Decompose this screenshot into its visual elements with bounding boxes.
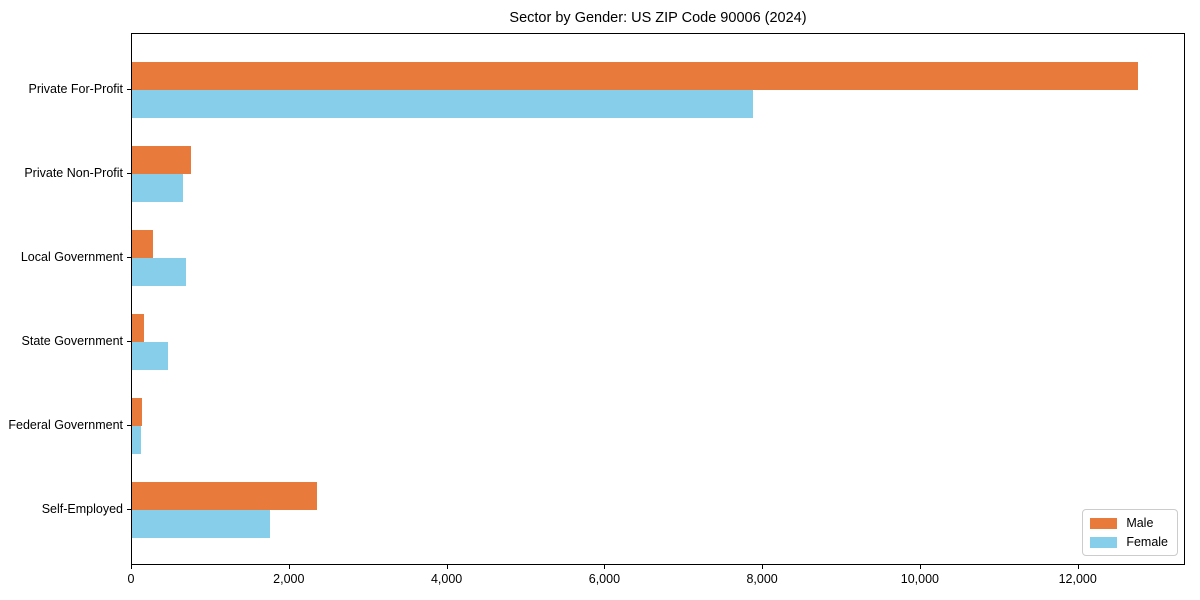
bar-female-federal-government (132, 426, 141, 454)
x-tick-mark (1077, 565, 1079, 569)
y-tick-mark (127, 509, 131, 510)
legend-item-female: Female (1090, 535, 1168, 549)
chart-title: Sector by Gender: US ZIP Code 90006 (202… (509, 10, 807, 26)
bar-male-federal-government (132, 398, 143, 426)
y-tick-label-private-non-profit: Private Non-Profit (24, 166, 123, 180)
y-tick-mark (127, 173, 131, 174)
bar-female-private-non-profit (132, 174, 184, 202)
x-tick-label-0: 0 (127, 572, 135, 586)
bar-male-local-government (132, 230, 153, 258)
bar-female-state-government (132, 342, 169, 370)
bar-male-self-employed (132, 482, 317, 510)
x-tick-mark (919, 565, 921, 569)
x-tick-label-8-000: 8,000 (746, 572, 778, 586)
bar-male-state-government (132, 314, 144, 342)
y-tick-label-self-employed: Self-Employed (41, 502, 123, 516)
y-tick-mark (127, 89, 131, 90)
x-tick-label-10-000: 10,000 (900, 572, 939, 586)
legend-swatch-female (1090, 536, 1118, 548)
y-tick-mark (127, 425, 131, 426)
y-tick-label-private-for-profit: Private For-Profit (28, 82, 123, 96)
bar-female-self-employed (132, 510, 271, 538)
x-tick-mark (288, 565, 290, 569)
legend-label-male: Male (1126, 516, 1154, 530)
y-tick-label-federal-government: Federal Government (8, 418, 123, 432)
x-tick-mark (131, 565, 132, 569)
x-tick-label-12-000: 12,000 (1058, 572, 1097, 586)
x-tick-label-4-000: 4,000 (430, 572, 463, 586)
x-tick-label-2-000: 2,000 (273, 572, 305, 586)
x-tick-mark (762, 565, 764, 569)
x-tick-mark (604, 565, 606, 569)
bar-female-private-for-profit (132, 90, 753, 118)
bar-male-private-non-profit (132, 146, 192, 174)
y-tick-label-local-government: Local Government (20, 250, 123, 264)
plot-area: Male Female (131, 33, 1185, 565)
bar-male-private-for-profit (132, 62, 1138, 90)
y-tick-mark (127, 341, 131, 342)
legend-label-female: Female (1126, 535, 1168, 549)
y-tick-mark (127, 257, 131, 258)
y-tick-label-state-government: State Government (21, 334, 123, 348)
legend-swatch-male (1090, 517, 1118, 529)
legend: Male Female (1082, 509, 1178, 556)
legend-item-male: Male (1090, 516, 1168, 530)
x-tick-mark (446, 565, 448, 569)
bar-female-local-government (132, 258, 187, 286)
x-tick-label-6-000: 6,000 (588, 572, 621, 586)
